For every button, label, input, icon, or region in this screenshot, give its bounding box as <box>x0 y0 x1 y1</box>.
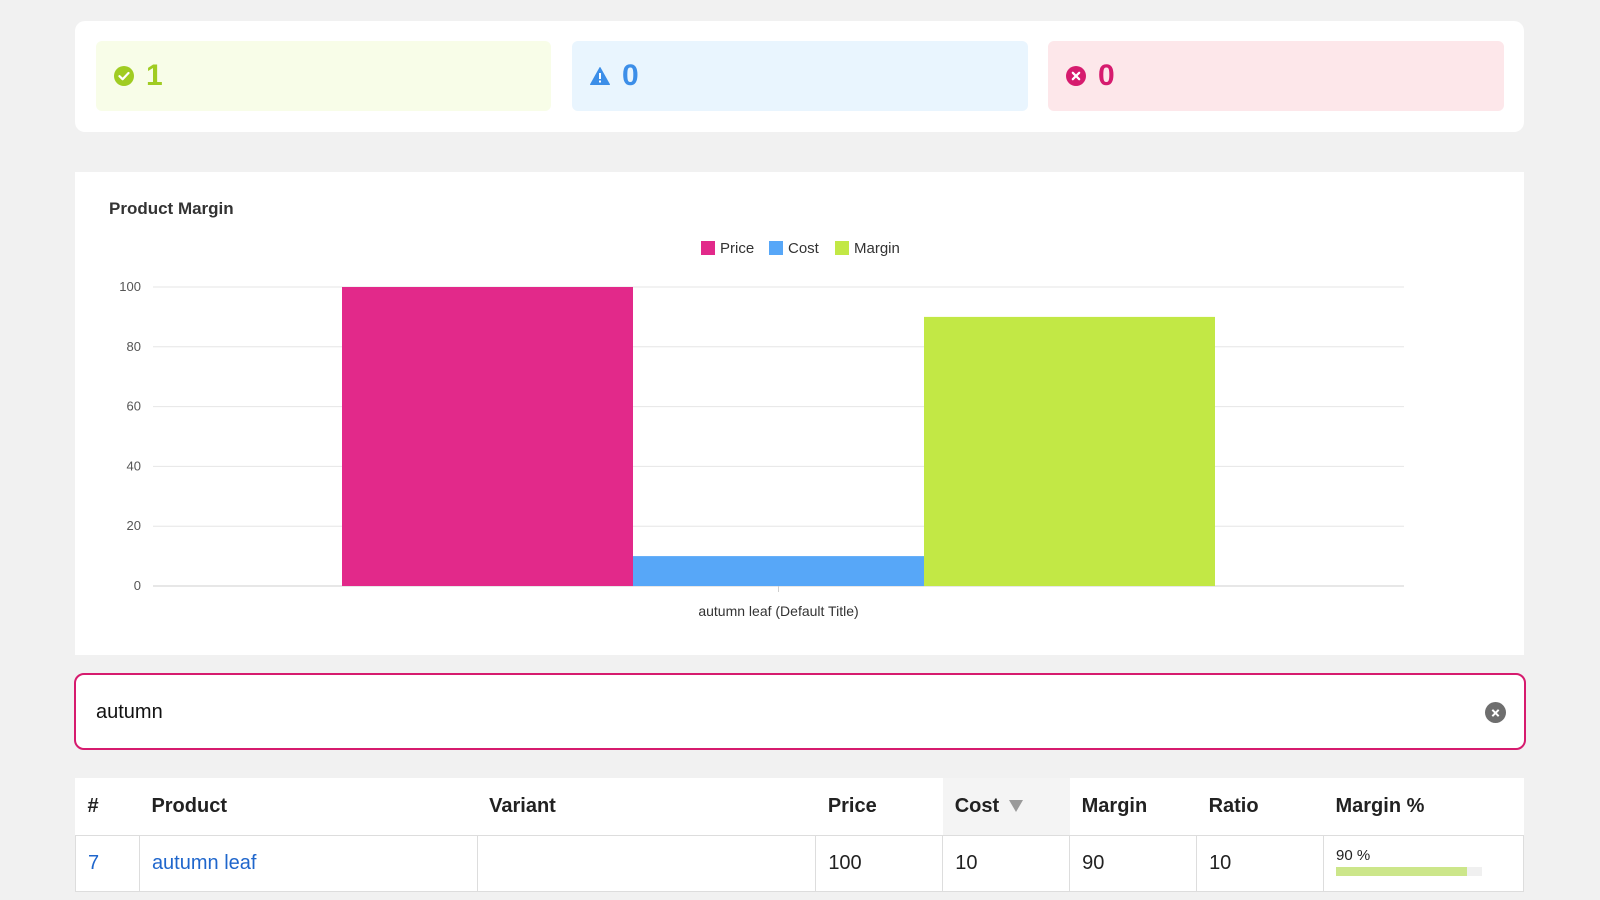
header-price[interactable]: Price <box>815 778 943 836</box>
success-stat: 1 <box>96 41 551 111</box>
bar-cost <box>633 556 924 586</box>
bar-chart: 0 20 40 60 80 100 autumn leaf (Default Title) P… <box>119 240 1404 619</box>
search-input[interactable] <box>96 695 1426 729</box>
y-tick-label: 100 <box>119 279 141 294</box>
y-tick-label: 20 <box>127 518 141 533</box>
row-index-link[interactable]: 7 <box>88 851 100 874</box>
header-index[interactable]: # <box>75 778 140 836</box>
clear-search-button[interactable] <box>1485 702 1506 723</box>
x-tick-label: autumn leaf (Default Title) <box>698 603 858 619</box>
row-margin-cell: 90 <box>1069 834 1198 892</box>
warning-count: 0 <box>622 59 639 92</box>
table-row: 7 autumn leaf 100 10 90 10 90 % <box>75 834 1525 892</box>
warning-stat: 0 <box>572 41 1028 111</box>
row-margin-percent-cell: 90 % <box>1322 834 1525 892</box>
warning-triangle-icon <box>589 65 611 87</box>
x-circle-icon <box>1065 65 1087 87</box>
y-tick-label: 80 <box>127 339 141 354</box>
sort-desc-icon <box>1009 800 1024 813</box>
y-tick-label: 0 <box>134 578 141 593</box>
chart-title: Product Margin <box>109 199 234 218</box>
margin-percent-bar-track <box>1335 866 1482 876</box>
legend-label-margin: Margin <box>854 240 900 257</box>
row-price-cell: 100 <box>815 834 944 892</box>
product-margin-chart-card: Product Margin 0 20 40 60 80 100 autumn leaf (… <box>75 172 1524 655</box>
bar-margin <box>924 316 1215 586</box>
margin-percent-bar-fill <box>1335 866 1468 876</box>
legend-swatch-cost <box>769 241 783 255</box>
legend-label-cost: Cost <box>788 240 820 257</box>
bar-price <box>342 287 633 586</box>
row-ratio-cell: 10 <box>1196 834 1324 892</box>
error-stat: 0 <box>1048 41 1504 111</box>
stats-summary-card: 1 0 0 <box>75 21 1524 132</box>
check-circle-icon <box>113 65 135 87</box>
y-tick-label: 40 <box>127 458 141 473</box>
header-cost[interactable]: Cost <box>942 778 1070 836</box>
products-table: # Product Variant Price Cost Margin Rati… <box>75 778 1525 892</box>
header-margin-percent[interactable]: Margin % <box>1323 778 1524 836</box>
header-variant[interactable]: Variant <box>477 778 816 836</box>
legend-swatch-price <box>701 241 715 255</box>
row-cost-cell: 10 <box>942 834 1071 892</box>
error-count: 0 <box>1098 59 1115 92</box>
header-product[interactable]: Product <box>139 778 478 836</box>
y-tick-label: 60 <box>127 399 141 414</box>
search-box <box>74 673 1526 750</box>
legend-swatch-margin <box>835 241 849 255</box>
margin-percent-label: 90 % <box>1335 846 1371 864</box>
table-header-row: # Product Variant Price Cost Margin Rati… <box>75 778 1524 836</box>
row-variant-cell <box>476 834 817 892</box>
row-product-link[interactable]: autumn leaf <box>151 851 257 874</box>
header-cost-label: Cost <box>954 794 1000 817</box>
row-product-cell: autumn leaf <box>138 834 478 892</box>
header-margin[interactable]: Margin <box>1069 778 1197 836</box>
row-index-cell: 7 <box>75 834 140 892</box>
success-count: 1 <box>146 59 163 92</box>
legend-label-price: Price <box>720 240 754 257</box>
header-ratio[interactable]: Ratio <box>1196 778 1324 836</box>
